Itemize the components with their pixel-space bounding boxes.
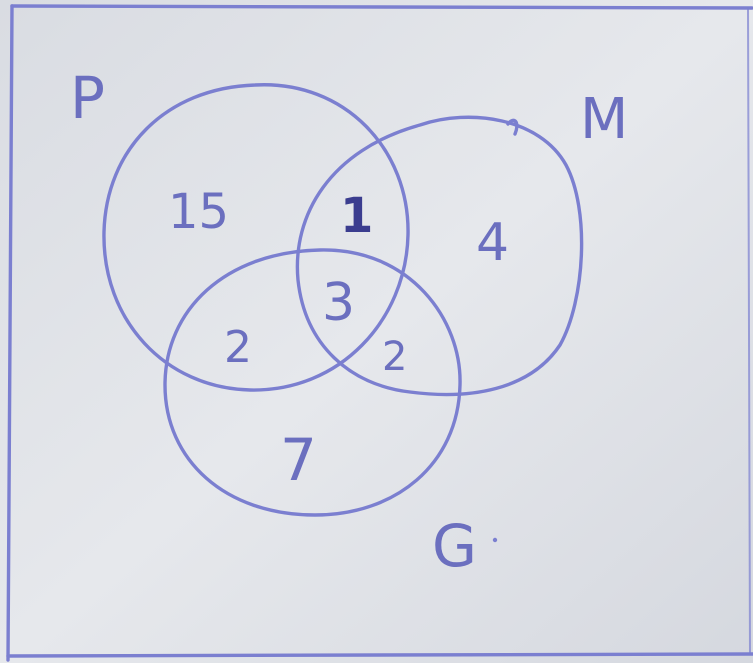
frame-left-edge <box>6 4 14 662</box>
region-m-and-g-only: 2 <box>382 334 407 380</box>
set-label-g: G <box>432 512 477 580</box>
set-label-p: P <box>70 64 105 132</box>
region-m-only: 4 <box>476 213 509 273</box>
circle-m <box>295 115 584 397</box>
region-p-m-g: 3 <box>322 273 355 333</box>
circle-p <box>102 83 410 392</box>
circle-g <box>163 248 462 517</box>
region-p-only: 15 <box>168 184 229 240</box>
frame-top-edge <box>10 4 753 10</box>
region-g-only: 7 <box>280 426 317 494</box>
region-p-and-m-only: 1 <box>340 188 373 244</box>
frame-right-edge <box>747 7 751 655</box>
set-label-m: M <box>580 87 628 152</box>
region-p-and-g-only: 2 <box>224 322 252 373</box>
pen-dot <box>492 537 498 543</box>
frame-bottom-edge <box>6 652 753 658</box>
circle-m-overlap-mark <box>506 118 519 136</box>
